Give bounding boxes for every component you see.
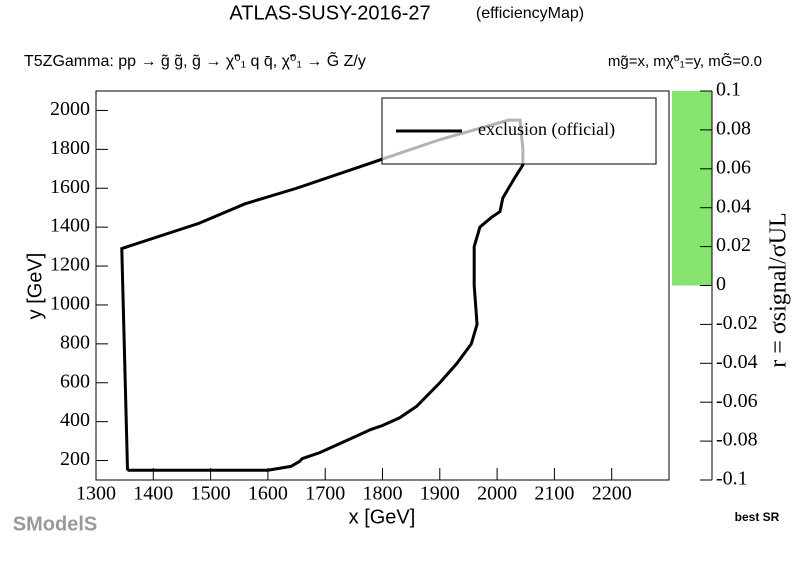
x-axis-label: x [GeV]: [349, 506, 416, 528]
y-tick-label: 200: [60, 448, 90, 470]
z-tick-label: 0.02: [716, 234, 751, 256]
z-tick-label: 0.06: [716, 156, 751, 178]
y-tick-label: 1200: [50, 254, 90, 276]
y-tick-label: 1400: [50, 215, 90, 237]
z-tick-label: 0: [716, 273, 726, 295]
x-tick-label: 2200: [592, 483, 632, 505]
y-axis-label: y [GeV]: [24, 253, 46, 320]
z-tick-label: 0.1: [716, 79, 741, 101]
z-tick-label: 0.08: [716, 117, 751, 139]
y-tick-label: 1000: [50, 293, 90, 315]
legend-label: exclusion (official): [478, 119, 615, 140]
z-tick-label: -0.02: [716, 312, 758, 334]
z-tick-label: -0.1: [716, 468, 748, 490]
chart-title: ATLAS-SUSY-2016-27: [229, 2, 430, 24]
z-tick-label: -0.06: [716, 390, 758, 412]
y-tick-label: 800: [60, 331, 90, 353]
y-tick-label: 400: [60, 409, 90, 431]
x-tick-label: 1600: [248, 483, 288, 505]
title-note: (efficiencyMap): [476, 5, 584, 22]
x-tick-label: 1800: [363, 483, 403, 505]
x-tick-label: 1500: [191, 483, 231, 505]
z-tick-label: -0.04: [716, 351, 758, 373]
logo: SModelS: [13, 513, 97, 535]
colorbar-fill: [672, 91, 712, 286]
z-tick-label: 0.04: [716, 195, 751, 217]
z-tick-label: -0.08: [716, 429, 758, 451]
y-tick-label: 600: [60, 370, 90, 392]
subtitle: T5ZGamma: pp → g̃ g̃, g̃ → χ̃⁰₁ q q̄, χ̃…: [24, 51, 366, 71]
y-tick-label: 1800: [50, 137, 90, 159]
x-tick-label: 1300: [76, 483, 116, 505]
y-tick-label: 2000: [50, 98, 90, 120]
footer: best SR: [735, 510, 780, 524]
x-tick-label: 1400: [133, 483, 173, 505]
y-tick-label: 1600: [50, 176, 90, 198]
colorbar-label: r = σsignal/σUL: [766, 212, 792, 367]
mass-note: mg̃=x, mχ̃⁰₁=y, mG̃=0.0: [608, 52, 762, 69]
x-tick-label: 2100: [534, 483, 574, 505]
x-tick-label: 1900: [420, 483, 460, 505]
x-tick-label: 1700: [305, 483, 345, 505]
x-tick-label: 2000: [477, 483, 517, 505]
